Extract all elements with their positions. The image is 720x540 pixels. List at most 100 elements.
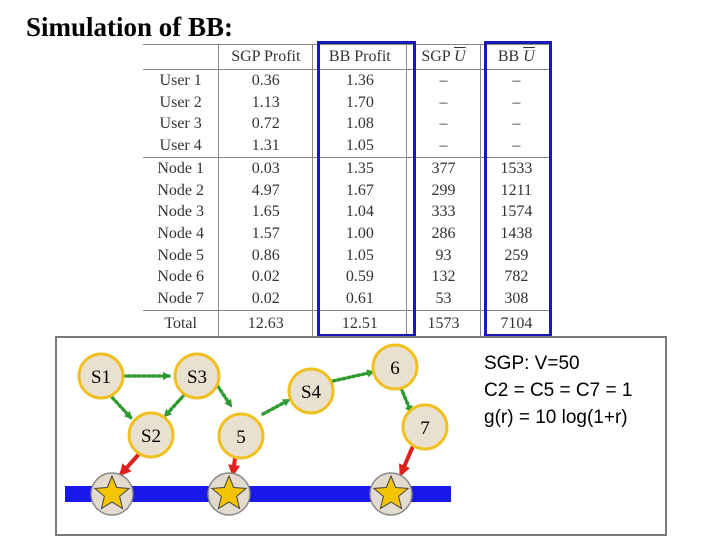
table-row: Node 2 4.97 1.67 299 1211 (143, 179, 552, 202)
row-bb-profit: 1.00 (312, 222, 408, 245)
node-6 (371, 343, 419, 391)
row-label: User 4 (143, 135, 220, 158)
arrow-7-star3 (399, 445, 415, 477)
row-sgp-u: – (406, 113, 481, 136)
row-bb-u: 1438 (500, 224, 533, 242)
row-bb-profit: 0.61 (312, 288, 408, 311)
header-bb-u: BB U (497, 48, 535, 65)
network-diagram: S1 S2 S3 S4 5 6 7 (55, 336, 667, 536)
arrow-5-star2 (228, 457, 241, 477)
row-label: User 1 (143, 69, 220, 92)
total-label: Total (143, 309, 220, 338)
row-sgp-u: 93 (406, 244, 481, 267)
row-label: Node 6 (143, 266, 220, 289)
total-sgp-u: 1573 (406, 309, 481, 338)
slide-title: Simulation of BB: (26, 12, 234, 42)
row-label: Node 3 (143, 201, 220, 223)
row-bb-profit: 1.05 (312, 135, 408, 158)
row-sgp-u: 286 (406, 222, 481, 245)
note-line-1: SGP: V=50 (484, 353, 580, 374)
node-s3 (173, 352, 221, 400)
header-sgp-profit: SGP Profit (218, 44, 314, 70)
node-s4-label: S4 (301, 382, 322, 403)
node-5 (217, 412, 265, 460)
row-sgp-u: 132 (406, 266, 481, 289)
row-sgp-profit: 0.03 (218, 156, 314, 180)
row-sgp-profit: 1.13 (218, 91, 314, 114)
arrow-s3-s2 (163, 392, 187, 418)
row-bb-u: – (512, 137, 521, 155)
row-bb-u: 259 (504, 246, 529, 264)
row-sgp-u: 377 (406, 156, 481, 180)
table-header-row: SGP Profit BB Profit SGP U BB U (143, 44, 552, 70)
row-label: User 3 (143, 113, 220, 136)
row-bb-u: 1574 (500, 203, 533, 221)
row-sgp-u: – (406, 135, 481, 158)
node-s1 (77, 352, 125, 400)
row-bb-profit: 1.35 (312, 156, 408, 180)
row-sgp-profit: 1.31 (218, 135, 314, 158)
network-diagram-svg: S1 S2 S3 S4 5 6 7 (55, 336, 667, 536)
row-sgp-u: 53 (406, 288, 481, 311)
bb-profit-highlight (317, 41, 416, 337)
row-bb-profit: 1.08 (312, 113, 408, 136)
header-sgp-u: SGP U (406, 44, 481, 70)
star-icon-2 (210, 474, 248, 510)
header-label (143, 44, 220, 70)
table-row: User 4 1.31 1.05– – (143, 135, 552, 158)
table-row: User 1 0.36 1.36– – (143, 69, 552, 92)
bb-u-highlight (484, 41, 552, 337)
arrow-6-7 (399, 386, 413, 414)
node-s2-label: S2 (141, 426, 161, 447)
row-bb-u: – (512, 72, 521, 89)
arrow-5-s4 (261, 398, 291, 416)
table-row: Node 3 1.65 1.04 333 1574 (143, 201, 552, 223)
header-bb-profit: BB Profit (312, 44, 408, 70)
row-sgp-profit: 0.36 (218, 69, 314, 92)
note-line-3: g(r) = 10 log(1+r) (484, 407, 628, 428)
note-line-2: C2 = C5 = C7 = 1 (484, 380, 633, 401)
row-label: Node 1 (143, 156, 220, 180)
arrow-s4-6 (331, 369, 375, 383)
results-table: SGP Profit BB Profit SGP U BB U User 1 0.… (143, 44, 552, 338)
row-sgp-u: 299 (406, 179, 481, 202)
row-bb-profit: 1.05 (312, 244, 408, 267)
row-sgp-u: – (406, 91, 481, 114)
row-bb-profit: 0.59 (312, 266, 408, 289)
arrow-s2-star1 (118, 452, 141, 477)
node-s4 (287, 367, 335, 415)
star-icon-3 (372, 474, 410, 510)
table-row: Node 1 0.03 1.35 377 1533 (143, 156, 552, 180)
table-row: Node 6 0.02 0.59 132 782 (143, 266, 552, 289)
row-bb-profit: 1.36 (312, 69, 408, 92)
row-sgp-profit: 4.97 (218, 179, 314, 202)
row-sgp-profit: 0.86 (218, 244, 314, 267)
row-bb-u: 1211 (500, 181, 533, 199)
diagram-frame (55, 336, 667, 536)
blue-bar (65, 486, 451, 502)
row-sgp-u: 333 (406, 201, 481, 223)
row-label: Node 7 (143, 288, 220, 311)
row-bb-profit: 1.67 (312, 179, 408, 202)
table-row: User 2 1.13 1.70– – (143, 91, 552, 114)
node-6-label: 6 (390, 358, 400, 379)
table-row: Node 7 0.02 0.61 53 308 (143, 288, 552, 311)
row-bb-u: – (512, 93, 521, 111)
row-sgp-profit: 1.57 (218, 222, 314, 245)
row-sgp-u: – (406, 69, 481, 92)
arrow-s1-s2 (107, 392, 133, 420)
table-row: User 3 0.72 1.08– – (143, 113, 552, 136)
row-bb-u: – (512, 115, 521, 133)
total-sgp-profit: 12.63 (218, 309, 314, 338)
row-sgp-profit: 0.72 (218, 113, 314, 136)
node-7-label: 7 (420, 418, 430, 439)
table-row: Node 4 1.57 1.00 286 1438 (143, 222, 552, 245)
node-s3-label: S3 (187, 367, 207, 388)
row-label: Node 4 (143, 222, 220, 245)
parameter-notes: SGP: V=50 C2 = C5 = C7 = 1 g(r) = 10 log… (484, 350, 632, 431)
row-bb-profit: 1.70 (312, 91, 408, 114)
node-7 (401, 403, 449, 451)
row-sgp-profit: 0.02 (218, 266, 314, 289)
row-bb-u: 1533 (480, 156, 552, 180)
node-5-label: 5 (236, 427, 246, 448)
